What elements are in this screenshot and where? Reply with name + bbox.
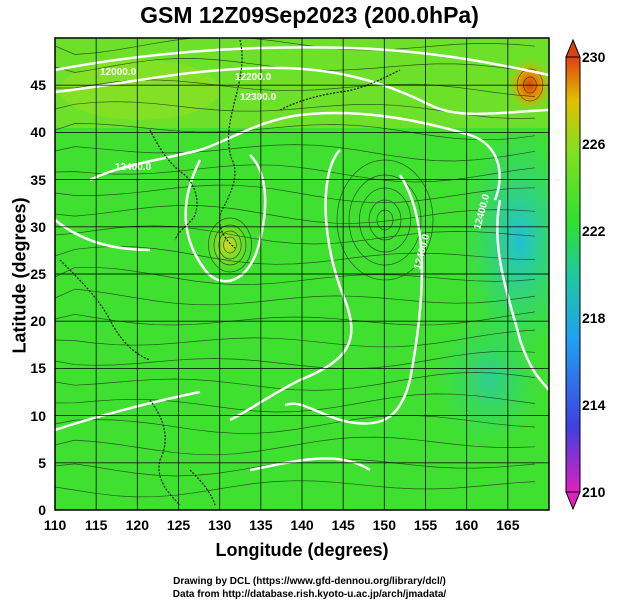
streamline (55, 205, 536, 224)
credit-drawing: Drawing by DCL (https://www.gfd-dennou.o… (173, 576, 446, 587)
colorbar-tick-label: 214 (582, 397, 606, 413)
streamline (55, 246, 536, 265)
y-tick-label: 20 (30, 313, 46, 330)
y-tick-label: 35 (30, 171, 46, 188)
streamline-vortex (213, 224, 247, 266)
contour-label: 12300.0 (240, 92, 277, 103)
x-tick-label: 155 (413, 517, 438, 533)
colorbar-tick-label: 210 (582, 484, 606, 500)
streamline-vortex (218, 230, 242, 260)
streamline (55, 350, 536, 370)
streamline (55, 329, 536, 348)
streamline (55, 480, 536, 498)
x-tick-label: 140 (290, 517, 314, 533)
contour-label: 12200.0 (235, 72, 272, 83)
height-contours (55, 46, 549, 472)
streamline (55, 415, 536, 434)
streamline (55, 184, 536, 204)
streamline-vortex (359, 187, 411, 253)
streamline-vortex (376, 209, 394, 231)
streamline-vortex (208, 217, 252, 273)
streamline-vortex (348, 174, 422, 266)
x-tick-label: 120 (125, 517, 149, 533)
contour-label: 12000.0 (100, 67, 137, 78)
streamline (55, 436, 536, 456)
streamline (55, 225, 536, 245)
x-tick-label: 110 (43, 517, 67, 533)
streamline (55, 38, 536, 55)
x-tick-label: 125 (166, 517, 191, 533)
colorbar-tick-label: 222 (582, 223, 606, 239)
y-tick-label: 30 (30, 218, 46, 235)
y-tick-label: 25 (30, 266, 46, 282)
plot-frame (54, 37, 550, 511)
x-tick-label: 165 (496, 517, 520, 533)
y-tick-label: 45 (30, 77, 46, 94)
streamline (55, 123, 536, 141)
colorbar-tick-label: 230 (582, 49, 606, 65)
x-tick-label: 145 (331, 517, 355, 533)
y-tick-label: 40 (30, 124, 46, 141)
credit-data: Data from http://database.rish.kyoto-u.a… (172, 589, 447, 600)
streamline (55, 393, 536, 413)
x-tick-label: 135 (249, 517, 273, 533)
x-axis-label: Longitude (degrees) (215, 540, 389, 560)
colorbar (565, 38, 581, 511)
streamline (55, 144, 536, 162)
x-tick-label: 150 (372, 517, 396, 533)
y-tick-label: 0 (38, 502, 46, 518)
y-axis-label: Latitude (degrees) (9, 197, 30, 354)
y-tick-label: 10 (30, 407, 46, 424)
x-tick-label: 160 (454, 517, 479, 533)
streamline-vortex (368, 199, 402, 241)
x-tick-label: 130 (207, 517, 232, 533)
streamline-vortex (223, 236, 237, 254)
streamline (55, 266, 536, 285)
streamline (55, 288, 536, 306)
chart-title: GSM 12Z09Sep2023 (200.0hPa) (140, 2, 479, 28)
x-tick-label: 115 (84, 517, 108, 533)
streamline-vortex (336, 159, 434, 281)
streamline (55, 372, 536, 391)
y-tick-label: 15 (30, 360, 46, 377)
y-tick-label: 5 (38, 454, 46, 471)
colorbar-tick-label: 218 (582, 310, 606, 326)
colorbar-tick-label: 226 (582, 136, 606, 152)
streamline (55, 311, 536, 326)
contour-label: 12400.0 (115, 162, 152, 173)
